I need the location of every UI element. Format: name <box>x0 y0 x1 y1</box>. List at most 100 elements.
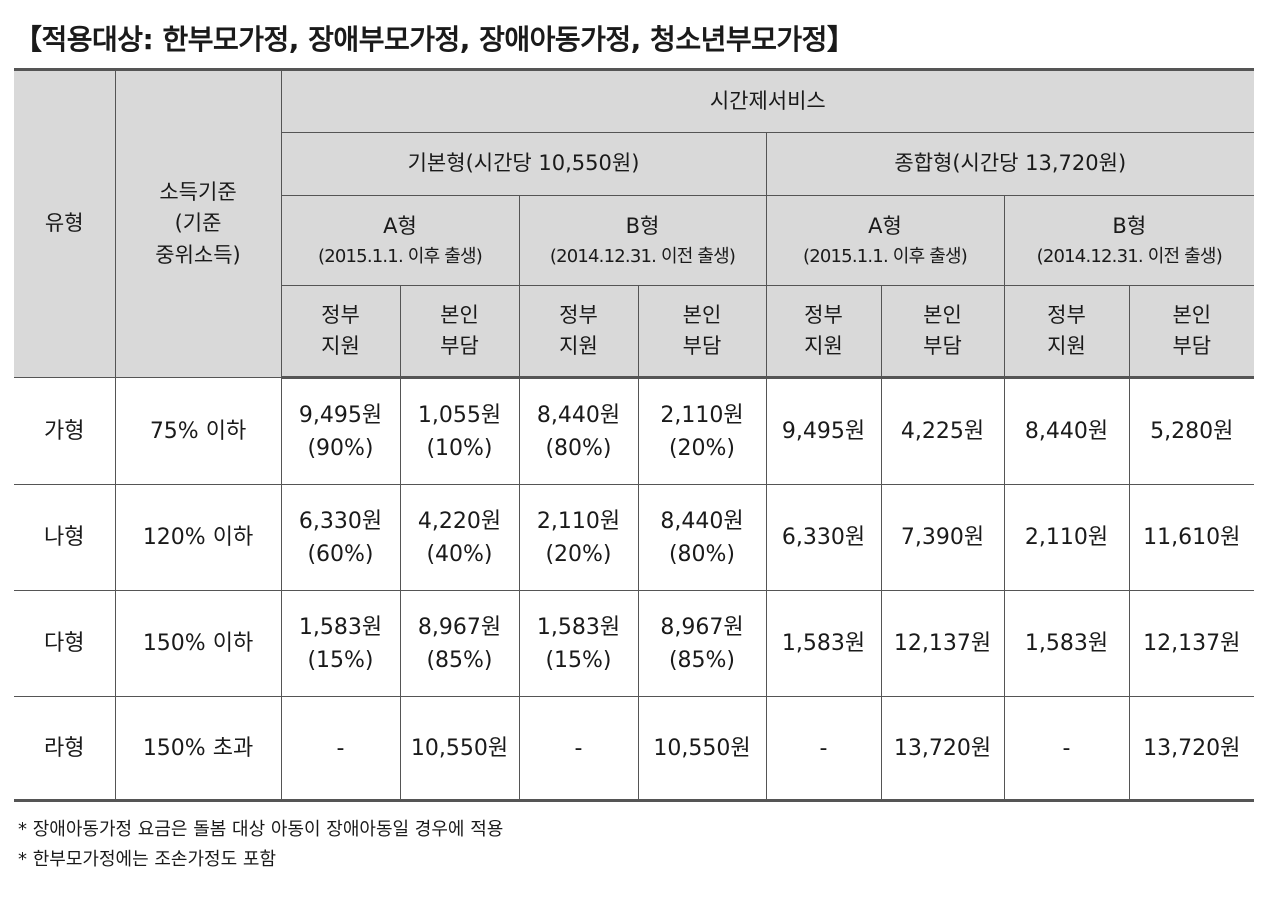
a-type-sub: (2015.1.1. 이후 출생) <box>317 245 483 267</box>
self-line1: 본인 <box>682 302 722 327</box>
gov-line1: 정부 <box>559 302 598 327</box>
amount: 1,583원 <box>298 614 383 640</box>
cell-comp-b-gov: 2,110원 <box>1003 484 1130 591</box>
header-income: 소득기준 (기준 중위소득) <box>114 68 282 378</box>
cell-basic-b-gov: 1,583원 (15%) <box>518 590 639 697</box>
cell-comp-a-gov: - <box>765 696 882 802</box>
header-row-3: A형 (2015.1.1. 이후 출생) B형 (2014.12.31. 이전 … <box>14 195 1255 286</box>
cell-comp-b-self: 11,610원 <box>1128 484 1255 591</box>
amount: 2,110원 <box>660 402 744 428</box>
self-line1: 본인 <box>440 302 479 327</box>
amount: 1,583원 <box>536 614 621 640</box>
cell-basic-b-gov: 2,110원 (20%) <box>518 484 639 591</box>
percent: (90%) <box>307 435 374 461</box>
b-type-label: B형 <box>1112 214 1147 239</box>
cell-comp-a-self: 4,225원 <box>880 377 1005 485</box>
amount: 2,110원 <box>536 508 621 534</box>
a-type-label: A형 <box>868 214 902 239</box>
header-comp-b: B형 (2014.12.31. 이전 출생) <box>1003 195 1255 286</box>
gov-line2: 지원 <box>321 334 360 358</box>
percent: (20%) <box>545 541 612 567</box>
percent: (85%) <box>668 647 736 673</box>
cell-basic-a-gov: - <box>280 696 401 802</box>
cell-comp-b-gov: 1,583원 <box>1003 590 1130 697</box>
amount: 8,440원 <box>536 402 621 428</box>
gov-line1: 정부 <box>1047 302 1086 327</box>
header-income-line2: (기준 <box>174 211 222 236</box>
percent: (40%) <box>426 541 493 567</box>
percent: (80%) <box>668 541 736 567</box>
header-row-4: 정부 지원 본인 부담 정부 지원 본인 부담 정부 지원 본인 부담 정부 지원 본인 부담 <box>14 285 1255 379</box>
gov-line1: 정부 <box>321 302 360 327</box>
table-row: 가형 75% 이하 9,495원 (90%) 1,055원 (10%) 8,440원… <box>14 377 1255 485</box>
row-type: 나형 <box>14 484 116 591</box>
gov-line2: 지원 <box>1047 334 1086 358</box>
cell-comp-a-gov: 6,330원 <box>765 484 882 591</box>
header-basic-a: A형 (2015.1.1. 이후 출생) <box>280 195 520 286</box>
self-line1: 본인 <box>1172 302 1212 327</box>
b-type-sub: (2014.12.31. 이전 출생) <box>1036 245 1223 267</box>
percent: (60%) <box>307 541 374 567</box>
a-type-label: A형 <box>383 214 417 239</box>
cell-basic-a-self: 10,550원 <box>399 696 520 802</box>
cell-basic-a-self: 4,220원 (40%) <box>399 484 520 591</box>
percent: (15%) <box>307 647 374 673</box>
amount: 8,967원 <box>660 614 744 640</box>
cell-basic-b-self: 10,550원 <box>637 696 767 802</box>
footnote: * 장애아동가정 요금은 돌봄 대상 아동이 장애아동일 경우에 적용 <box>18 819 504 840</box>
cell-basic-b-self: 8,440원 (80%) <box>637 484 767 591</box>
gov-line1: 정부 <box>804 302 843 327</box>
cell-comp-a-gov: 9,495원 <box>765 377 882 485</box>
gov-line2: 지원 <box>559 334 598 358</box>
row-type: 가형 <box>14 377 116 485</box>
a-type-sub: (2015.1.1. 이후 출생) <box>802 245 968 267</box>
self-line2: 부담 <box>440 334 479 358</box>
percent: (20%) <box>668 435 736 461</box>
cell-comp-a-gov: 1,583원 <box>765 590 882 697</box>
header-service: 시간제서비스 <box>280 68 1255 133</box>
cell-comp-b-self: 12,137원 <box>1128 590 1255 697</box>
amount: 4,220원 <box>417 508 502 534</box>
amount: 6,330원 <box>298 508 383 534</box>
percent: (10%) <box>426 435 493 461</box>
table-row: 라형 150% 초과 - 10,550원 - 10,550원 - 13,720원… <box>14 696 1255 802</box>
b-type-label: B형 <box>625 214 660 239</box>
header-type: 유형 <box>14 68 116 378</box>
header-self-pay: 본인 부담 <box>880 285 1005 379</box>
cell-basic-a-self: 1,055원 (10%) <box>399 377 520 485</box>
self-line2: 부담 <box>682 334 722 358</box>
gov-line2: 지원 <box>804 334 843 358</box>
table-row: 다형 150% 이하 1,583원 (15%) 8,967원 (85%) 1,583… <box>14 590 1255 697</box>
b-type-sub: (2014.12.31. 이전 출생) <box>549 245 736 267</box>
amount: 8,967원 <box>417 614 502 640</box>
row-income: 120% 이하 <box>114 484 282 591</box>
percent: (15%) <box>545 647 612 673</box>
row-income: 150% 초과 <box>114 696 282 802</box>
self-line2: 부담 <box>1172 334 1212 358</box>
page-title: 【적용대상: 한부모가정, 장애부모가정, 장애아동가정, 청소년부모가정】 <box>14 23 855 56</box>
cell-basic-a-gov: 1,583원 (15%) <box>280 590 401 697</box>
fee-table: 유형 소득기준 (기준 중위소득) 시간제서비스 기본형(시간당 10,550원… <box>14 68 1255 802</box>
cell-basic-a-self: 8,967원 (85%) <box>399 590 520 697</box>
cell-comp-a-self: 13,720원 <box>880 696 1005 802</box>
cell-comp-b-self: 5,280원 <box>1128 377 1255 485</box>
cell-comp-b-self: 13,720원 <box>1128 696 1255 802</box>
cell-comp-a-self: 7,390원 <box>880 484 1005 591</box>
cell-basic-b-gov: - <box>518 696 639 802</box>
row-income: 75% 이하 <box>114 377 282 485</box>
header-basic: 기본형(시간당 10,550원) <box>280 132 767 196</box>
header-income-line3: 중위소득) <box>155 242 241 267</box>
cell-basic-b-self: 8,967원 (85%) <box>637 590 767 697</box>
cell-basic-b-gov: 8,440원 (80%) <box>518 377 639 485</box>
header-basic-b: B형 (2014.12.31. 이전 출생) <box>518 195 767 286</box>
amount: 1,055원 <box>417 402 502 428</box>
cell-basic-b-self: 2,110원 (20%) <box>637 377 767 485</box>
header-comp-a: A형 (2015.1.1. 이후 출생) <box>765 195 1005 286</box>
